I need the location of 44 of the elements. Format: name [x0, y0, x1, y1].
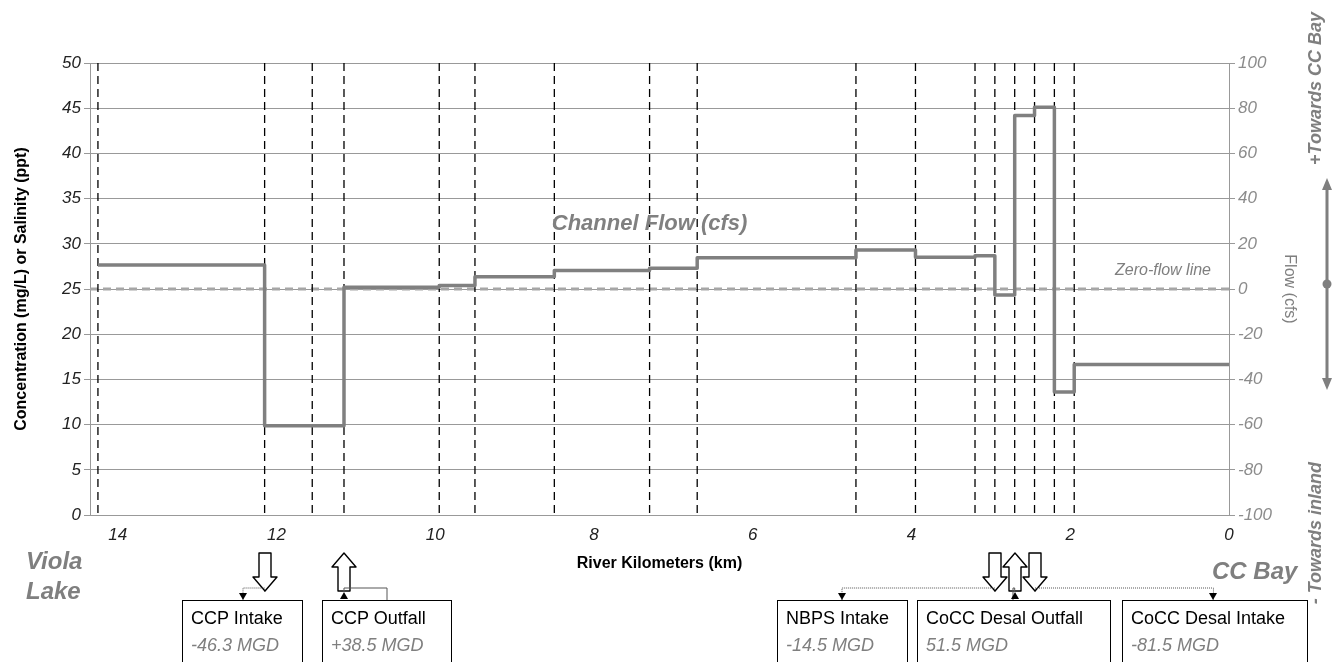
text: CC Bay — [1212, 556, 1298, 586]
y2-tick-label: 60 — [1238, 143, 1258, 163]
ref-line-label: Zero-flow line — [1113, 261, 1212, 278]
series-label: Channel Flow (cfs) — [551, 210, 748, 236]
y2-tick-label: -20 — [1238, 323, 1264, 343]
annotation: NBPS Intake -14.5 MGD — [786, 607, 891, 657]
x-tick-label: 4 — [906, 524, 917, 544]
text: Viola Lake — [26, 546, 84, 606]
y-tick-label: 50 — [62, 52, 82, 72]
x-tick-label: 14 — [108, 524, 128, 544]
x-tick-label: 2 — [1064, 524, 1076, 544]
y2-tick-label: 40 — [1238, 188, 1258, 208]
y2-tick-label: 100 — [1238, 52, 1267, 72]
y2-tick-label: 20 — [1237, 233, 1258, 253]
y-tick-label: 20 — [61, 323, 82, 343]
y-tick-label: 30 — [62, 233, 82, 253]
y-axis-title: Concentration (mg/L) or Salinity (ppt) — [12, 147, 30, 431]
y-tick-label: 0 — [71, 504, 82, 524]
y-tick-label: 40 — [62, 143, 82, 163]
x-axis-title: River Kilometers (km) — [576, 553, 743, 571]
y2-tick-label: -80 — [1238, 459, 1264, 479]
y-tick-label: 5 — [71, 459, 82, 479]
text: +Towards CC Bay — [1305, 12, 1326, 165]
annotation: CCP Intake -46.3 MGD — [191, 607, 284, 657]
x-tick-label: 12 — [267, 524, 287, 544]
y2-tick-label: -100 — [1238, 504, 1273, 524]
y-tick-label: 10 — [62, 414, 82, 434]
y-tick-label: 45 — [62, 97, 82, 117]
x-tick-label: 10 — [425, 524, 446, 544]
y2-tick-label: 80 — [1238, 97, 1258, 117]
y2-tick-label: -40 — [1238, 369, 1264, 389]
x-tick-label: 0 — [1224, 524, 1235, 544]
y2-tick-label: -60 — [1238, 414, 1264, 434]
text: - Towards inland — [1305, 462, 1326, 605]
annotation: CoCC Desal Intake -81.5 MGD — [1131, 607, 1287, 657]
x-tick-label: 8 — [589, 524, 600, 544]
x-tick-label: 6 — [748, 524, 759, 544]
y-tick-label: 35 — [62, 188, 82, 208]
annotation: CCP Outfall +38.5 MGD — [331, 607, 427, 657]
y2-axis-title: Flow (cfs) — [1281, 254, 1299, 324]
y-tick-label: 15 — [62, 369, 82, 389]
annotation: CoCC Desal Outfall 51.5 MGD — [926, 607, 1085, 657]
y2-tick-label: 0 — [1238, 278, 1248, 298]
y-tick-label: 25 — [61, 278, 82, 298]
